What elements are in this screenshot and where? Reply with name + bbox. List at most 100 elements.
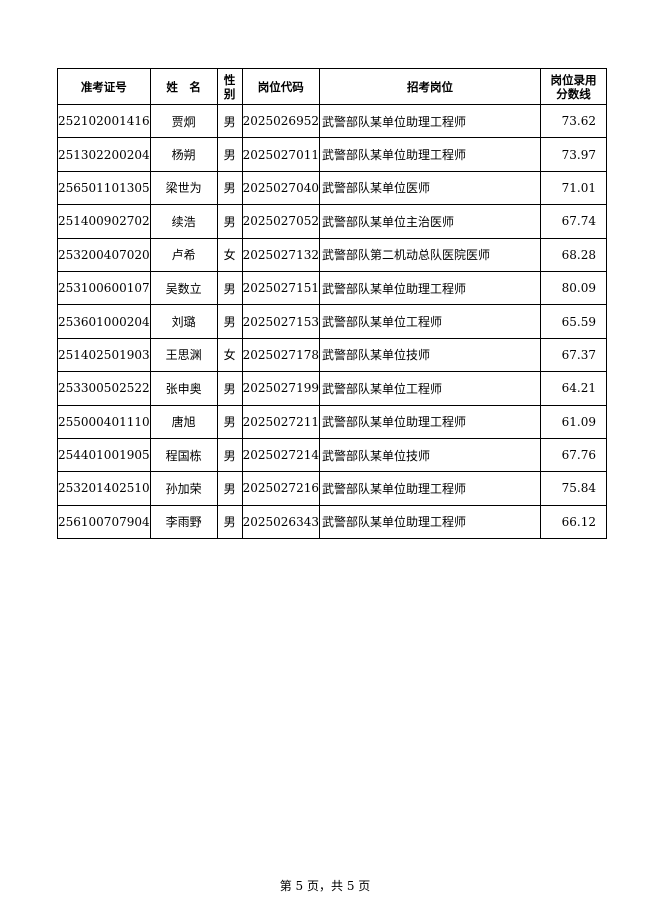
header-cell: 岗位代码 <box>241 68 320 105</box>
table-row: 251402501903 王思渊女 2025027178 武警部队某单位技师 67.37 <box>57 337 607 373</box>
table-cell: 67.76 <box>539 437 607 473</box>
table-cell: 80.09 <box>539 270 607 306</box>
table-cell: 2025027132 <box>241 237 320 272</box>
table-cell: 武警部队某单位助理工程师 <box>318 471 541 506</box>
table-cell: 253200407020 <box>57 237 151 272</box>
table-body: 252102001416 贾炯男 2025026952 武警部队某单位助理工程师 73.… <box>57 103 607 540</box>
header-cell: 性别 <box>216 68 243 105</box>
table-row: 253300502522 张申奥男 2025027199 武警部队某单位工程师 64.2… <box>57 371 607 406</box>
table-cell: 贾炯 <box>149 103 218 139</box>
header-cell: 岗位录用 分数线 <box>539 68 607 105</box>
table-row: 253601000204 刘璐男 2025027153 武警部队某单位工程师 65.59 <box>57 304 607 339</box>
table-cell: 王思渊 <box>149 337 218 373</box>
table-cell: 男 <box>216 170 243 206</box>
table-cell: 253201402510 <box>57 471 151 506</box>
table-cell: 61.09 <box>539 404 607 439</box>
table-cell: 武警部队某单位医师 <box>318 170 541 206</box>
table-cell: 67.37 <box>539 337 607 373</box>
table-cell: 武警部队某单位工程师 <box>318 304 541 339</box>
table-cell: 2025027216 <box>241 471 320 506</box>
table-cell: 武警部队某单位助理工程师 <box>318 504 541 540</box>
table-cell: 2025027011 <box>241 137 320 172</box>
table-cell: 刘璐 <box>149 304 218 339</box>
table-cell: 254401001905 <box>57 437 151 473</box>
table-row: 251400902702 续浩男 2025027052 武警部队某单位主治医师 67.7… <box>57 204 607 239</box>
table-cell: 65.59 <box>539 304 607 339</box>
table-cell: 67.74 <box>539 204 607 239</box>
header-cell: 姓 名 <box>149 68 218 105</box>
table-cell: 武警部队某单位技师 <box>318 437 541 473</box>
header-text: 性 <box>223 72 236 87</box>
table-cell: 71.01 <box>539 170 607 206</box>
table-cell: 女 <box>216 237 243 272</box>
table-cell: 孙加荣 <box>149 471 218 506</box>
score-table: 准考证号姓 名性别岗位代码 招考岗位 岗位录用 分数线 252102001416 贾炯男… <box>57 68 607 540</box>
table-row: 256100707904 李雨野男 2025026343 武警部队某单位助理工程师 66… <box>57 504 607 540</box>
table-row: 251302200204 杨朔男 2025027011 武警部队某单位助理工程师 73.… <box>57 137 607 172</box>
table-cell: 女 <box>216 337 243 373</box>
table-cell: 杨朔 <box>149 137 218 172</box>
table-cell: 武警部队第二机动总队医院医师 <box>318 237 541 272</box>
header-cell: 准考证号 <box>57 68 151 105</box>
header-text: 准考证号 <box>80 79 127 94</box>
table-cell: 251402501903 <box>57 337 151 373</box>
table-cell: 梁世为 <box>149 170 218 206</box>
table-row: 253200407020 卢希女 2025027132 武警部队第二机动总队医院医师 6… <box>57 237 607 272</box>
table-row: 256501101305 梁世为男 2025027040 武警部队某单位医师 71.01 <box>57 170 607 206</box>
table-cell: 吴数立 <box>149 270 218 306</box>
table-cell: 73.97 <box>539 137 607 172</box>
table-row: 254401001905 程国栋男 2025027214 武警部队某单位技师 67.76 <box>57 437 607 473</box>
table-cell: 男 <box>216 471 243 506</box>
table-cell: 男 <box>216 371 243 406</box>
table-cell: 253300502522 <box>57 371 151 406</box>
table-cell: 男 <box>216 504 243 540</box>
header-row: 准考证号姓 名性别岗位代码 招考岗位 岗位录用 分数线 <box>57 68 607 105</box>
header-text: 岗位代码 <box>257 79 304 94</box>
table-cell: 256100707904 <box>57 504 151 540</box>
table-cell: 2025027178 <box>241 337 320 373</box>
table-cell: 75.84 <box>539 471 607 506</box>
table-cell: 男 <box>216 103 243 139</box>
table-cell: 男 <box>216 204 243 239</box>
table-cell: 253601000204 <box>57 304 151 339</box>
table-cell: 武警部队某单位助理工程师 <box>318 404 541 439</box>
table-cell: 256501101305 <box>57 170 151 206</box>
table-cell: 251302200204 <box>57 137 151 172</box>
table-row: 255000401110 唐旭男 2025027211 武警部队某单位助理工程师 61.… <box>57 404 607 439</box>
table-cell: 252102001416 <box>57 103 151 139</box>
table-row: 253100600107 吴数立男 2025027151 武警部队某单位助理工程师 80… <box>57 270 607 306</box>
table-cell: 武警部队某单位助理工程师 <box>318 103 541 139</box>
header-text: 别 <box>223 86 236 101</box>
header-cell: 招考岗位 <box>318 68 541 105</box>
table-cell: 武警部队某单位工程师 <box>318 371 541 406</box>
table-cell: 武警部队某单位技师 <box>318 337 541 373</box>
table-cell: 2025027153 <box>241 304 320 339</box>
table-cell: 男 <box>216 137 243 172</box>
table-cell: 程国栋 <box>149 437 218 473</box>
table-cell: 男 <box>216 437 243 473</box>
table-cell: 男 <box>216 304 243 339</box>
table-cell: 2025027052 <box>241 204 320 239</box>
table-cell: 2025027151 <box>241 270 320 306</box>
table-cell: 73.62 <box>539 103 607 139</box>
table-cell: 武警部队某单位助理工程师 <box>318 270 541 306</box>
table-row: 253201402510 孙加荣男 2025027216 武警部队某单位助理工程师 75… <box>57 471 607 506</box>
table-row: 252102001416 贾炯男 2025026952 武警部队某单位助理工程师 73.… <box>57 103 607 139</box>
table-cell: 251400902702 <box>57 204 151 239</box>
table-cell: 2025027214 <box>241 437 320 473</box>
table-cell: 武警部队某单位助理工程师 <box>318 137 541 172</box>
table-cell: 66.12 <box>539 504 607 540</box>
table-cell: 255000401110 <box>57 404 151 439</box>
table-cell: 2025026343 <box>241 504 320 540</box>
header-text: 姓 名 <box>166 79 201 94</box>
table-cell: 李雨野 <box>149 504 218 540</box>
table-cell: 续浩 <box>149 204 218 239</box>
table-cell: 2025027199 <box>241 371 320 406</box>
header-text: 招考岗位 <box>406 79 453 94</box>
header-text: 分数线 <box>556 86 591 101</box>
table-cell: 2025026952 <box>241 103 320 139</box>
table-cell: 68.28 <box>539 237 607 272</box>
table-cell: 男 <box>216 270 243 306</box>
table-cell: 卢希 <box>149 237 218 272</box>
